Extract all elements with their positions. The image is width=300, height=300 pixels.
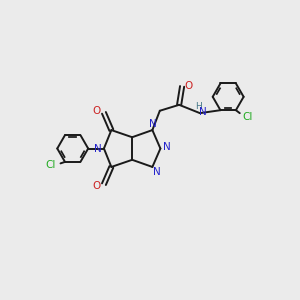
Text: O: O [92, 181, 101, 191]
Text: N: N [163, 142, 171, 152]
Text: N: N [199, 107, 207, 117]
Text: Cl: Cl [243, 112, 253, 122]
Text: N: N [94, 143, 102, 154]
Text: H: H [195, 102, 202, 111]
Text: O: O [92, 106, 101, 116]
Text: O: O [184, 81, 193, 91]
Text: Cl: Cl [46, 160, 56, 170]
Text: N: N [153, 167, 161, 177]
Text: N: N [148, 119, 156, 129]
